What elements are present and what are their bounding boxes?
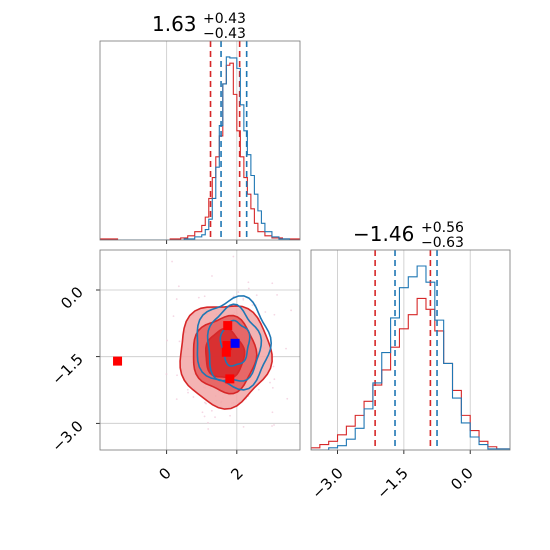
density-point: [175, 398, 178, 401]
blue-point-0: [230, 338, 240, 348]
density-point: [269, 381, 271, 384]
panel-bottom-right-histogram: [310, 249, 511, 454]
scatter-frame: [99, 249, 301, 451]
x-tick-label-2: 2: [227, 464, 246, 483]
density-point: [177, 285, 180, 288]
right-hist-series-1: [311, 265, 510, 450]
density-point: [178, 340, 181, 343]
right-title-lower: −0.63: [421, 235, 464, 251]
density-point: [242, 298, 245, 301]
density-point: [271, 411, 274, 414]
top-title-upper: +0.43: [203, 11, 246, 27]
density-point: [214, 416, 216, 419]
density-point: [237, 291, 240, 293]
density-point: [197, 296, 200, 299]
density-point: [175, 298, 178, 300]
density-point: [211, 275, 213, 277]
density-point: [154, 460, 156, 462]
density-point: [271, 282, 274, 285]
density-point: [203, 415, 206, 418]
blue-contour-0: [196, 295, 273, 391]
right-title-upper: +0.56: [421, 220, 464, 236]
density-point: [286, 397, 289, 400]
panel-top-left-histogram: [99, 40, 301, 244]
density-point: [247, 287, 250, 290]
density-point: [166, 339, 168, 342]
density-point: [242, 425, 245, 428]
density-point: [290, 309, 293, 312]
red-point-4: [222, 341, 232, 351]
right-series-group: [311, 250, 510, 450]
red-point-2: [221, 347, 231, 357]
x-tick-label-0: 0: [155, 464, 174, 483]
blue-contour-2: [219, 319, 251, 367]
scatter-content: [113, 250, 330, 462]
top-hist-series-0: [100, 62, 300, 240]
density-point: [276, 294, 278, 296]
red-point-3: [225, 374, 235, 384]
density-point: [229, 414, 231, 417]
density-point: [176, 374, 178, 377]
right-title-value: −1.46: [353, 222, 414, 246]
density-point: [192, 396, 195, 398]
density-point: [242, 297, 245, 300]
density-point: [255, 294, 258, 297]
density-point: [273, 424, 275, 426]
density-point: [205, 402, 207, 405]
right-hist-series-0: [311, 297, 510, 450]
density-point: [207, 428, 210, 430]
panel-bottom-left-scatter: [96, 249, 330, 462]
y-tick-label-neg3.0: −3.0: [48, 417, 86, 455]
density-point: [171, 260, 173, 263]
top-title-value: 1.63: [152, 12, 197, 36]
density-point: [273, 313, 276, 316]
density-point: [165, 373, 168, 375]
top-hist-series-1: [100, 56, 300, 240]
blue-contour-1: [206, 303, 263, 382]
density-point: [328, 339, 330, 341]
density-point: [201, 411, 204, 414]
density-point: [271, 425, 273, 427]
density-point: [232, 255, 235, 258]
density-point: [207, 421, 209, 424]
density-point: [272, 365, 275, 368]
right-frame: [310, 249, 511, 451]
red-point-1: [223, 321, 233, 331]
red-point-0: [113, 356, 123, 366]
right-x-tick-label-0.0: 0.0: [447, 464, 477, 494]
density-point: [210, 409, 213, 412]
density-point: [186, 388, 189, 391]
density-point: [273, 378, 276, 381]
top-title-lower: −0.43: [203, 26, 246, 42]
top-frame: [99, 40, 301, 241]
density-point: [251, 304, 254, 307]
y-tick-label-neg1.5: −1.5: [48, 350, 86, 388]
density-point: [257, 388, 260, 391]
density-point: [203, 295, 206, 298]
right-x-tick-label-neg1.5: −1.5: [373, 464, 411, 502]
density-point: [285, 347, 287, 350]
density-point: [187, 391, 189, 394]
top-series-group: [100, 41, 300, 240]
density-point: [271, 386, 274, 389]
right-x-tick-label-neg3.0: −3.0: [308, 464, 346, 502]
density-point: [172, 315, 175, 318]
density-point: [247, 281, 250, 284]
density-point: [264, 311, 267, 313]
y-tick-label-0.0: 0.0: [57, 283, 87, 313]
